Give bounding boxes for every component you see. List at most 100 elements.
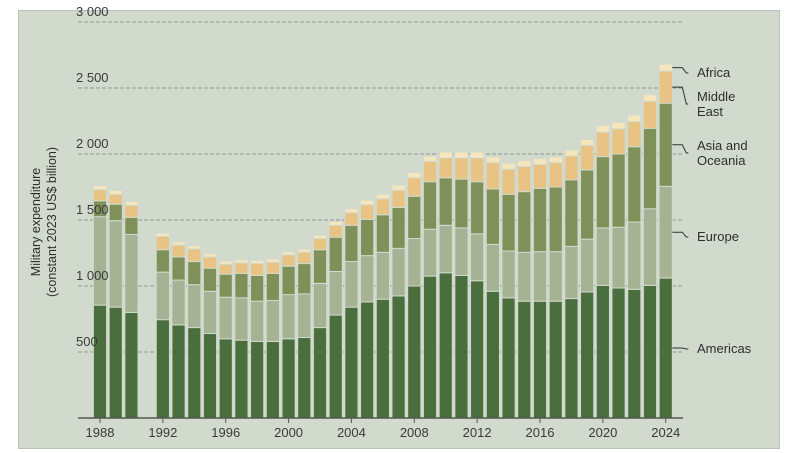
bar-asia-and-oceania [108, 203, 123, 222]
bar-americas [407, 285, 422, 419]
bar-asia-and-oceania [548, 186, 563, 253]
bar-europe [454, 227, 469, 276]
bar-americas [344, 306, 359, 419]
bar-asia-and-oceania [218, 273, 233, 298]
bar-americas [281, 338, 296, 419]
bar-africa [438, 151, 453, 159]
y-axis-title-line1: Military expenditure [29, 168, 43, 276]
bar-middle-east [124, 204, 139, 218]
bar-asia-and-oceania [532, 187, 548, 253]
bar-americas [108, 306, 123, 419]
bar-asia-and-oceania [485, 188, 500, 245]
bar-africa [470, 151, 485, 159]
bar-asia-and-oceania [517, 191, 532, 253]
bar-asia-and-oceania [595, 156, 610, 229]
bar-asia-and-oceania [281, 265, 296, 296]
bar-africa [595, 125, 610, 133]
bar-africa [391, 184, 406, 191]
bar-americas [124, 311, 139, 419]
bar-americas [517, 300, 532, 419]
bars [92, 63, 673, 419]
bar-middle-east [407, 177, 422, 197]
bar-africa [658, 63, 673, 72]
bar-europe [155, 271, 170, 321]
bar-middle-east [548, 162, 563, 188]
bar-europe [312, 282, 328, 329]
bar-africa [422, 155, 438, 162]
bar-middle-east [360, 204, 375, 220]
bar-middle-east [485, 162, 500, 190]
y-tick-label: 2 000 [76, 136, 109, 151]
bar-middle-east [265, 261, 280, 274]
bar-europe [391, 247, 406, 297]
bar-americas [580, 291, 595, 419]
bar-europe [564, 245, 579, 300]
bar-africa [344, 208, 359, 214]
bar-asia-and-oceania [438, 177, 453, 226]
bar-middle-east [501, 168, 516, 195]
bar-asia-and-oceania [580, 169, 595, 240]
bar-europe [281, 294, 296, 340]
bar-europe [517, 251, 532, 302]
bar-europe [375, 251, 390, 300]
bar-asia-and-oceania [187, 261, 202, 286]
bar-europe [485, 243, 500, 292]
bar-asia-and-oceania [202, 267, 218, 292]
bar-americas [187, 327, 202, 419]
bar-asia-and-oceania [250, 274, 265, 302]
bar-middle-east [218, 263, 233, 275]
legend-label-africa: Africa [697, 65, 731, 80]
bar-middle-east [375, 198, 390, 216]
bar-europe [234, 297, 249, 341]
bar-middle-east [627, 121, 642, 148]
bar-americas [627, 288, 642, 419]
bar-asia-and-oceania [344, 224, 359, 263]
legend-label-europe: Europe [697, 229, 739, 244]
bar-europe [297, 293, 312, 338]
y-tick-label: 1 000 [76, 268, 109, 283]
bar-europe [532, 251, 548, 302]
bar-africa [642, 94, 658, 102]
y-tick-label: 500 [76, 334, 98, 349]
bar-africa [328, 220, 343, 226]
bar-middle-east [564, 155, 579, 181]
bar-africa [611, 121, 626, 130]
bar-americas [234, 339, 249, 419]
x-tick-label: 2008 [400, 425, 429, 440]
bar-africa [297, 248, 312, 253]
bar-africa [312, 234, 328, 239]
bar-middle-east [422, 160, 438, 183]
axes: 500 1 000 1 500 2 000 2 500 3 000 1988 1992 1996… [76, 4, 683, 440]
bar-africa [92, 185, 108, 191]
bar-asia-and-oceania [297, 263, 312, 295]
bar-europe [124, 234, 139, 313]
bar-africa [171, 241, 186, 246]
bar-asia-and-oceania [312, 249, 328, 284]
bar-europe [470, 233, 485, 282]
bar-europe [438, 224, 453, 274]
x-tick-label: 2016 [526, 425, 555, 440]
bar-africa [360, 199, 375, 206]
bar-middle-east [328, 224, 343, 238]
x-tick-label: 2004 [337, 425, 366, 440]
bar-asia-and-oceania [627, 146, 642, 223]
bar-europe [658, 185, 673, 279]
bar-africa [265, 258, 280, 263]
bar-asia-and-oceania [407, 195, 422, 239]
x-tick-label: 2000 [274, 425, 303, 440]
bar-americas [92, 304, 108, 419]
legend-label-asia-and-oceania: Asia and [697, 138, 748, 153]
bar-europe [108, 220, 123, 308]
y-tick-label: 3 000 [76, 4, 109, 19]
bar-americas [202, 333, 218, 419]
legend-label-asia-and-oceania: Oceania [697, 153, 746, 168]
bar-middle-east [517, 166, 532, 193]
bar-middle-east [595, 131, 610, 158]
legend-label-americas: Americas [697, 341, 752, 356]
bar-asia-and-oceania [611, 153, 626, 228]
bar-americas [438, 272, 453, 419]
bar-middle-east [438, 157, 453, 179]
bar-africa [485, 156, 500, 164]
bar-asia-and-oceania [155, 249, 170, 273]
